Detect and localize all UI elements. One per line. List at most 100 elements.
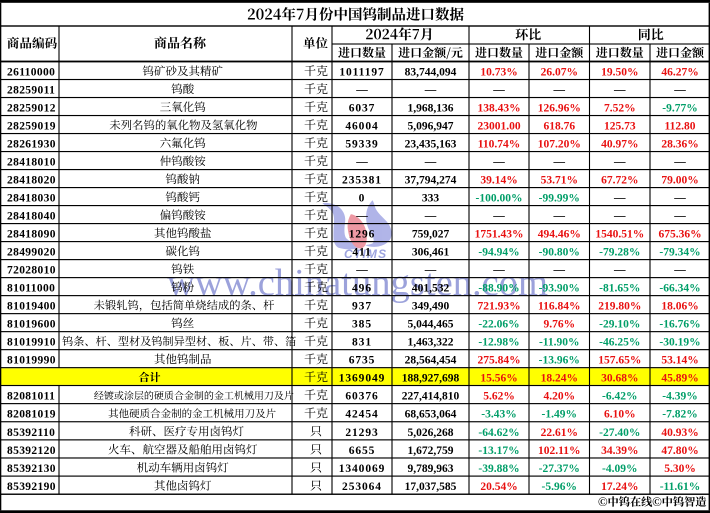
svg-text:—: — <box>355 265 368 277</box>
svg-text:72028010: 72028010 <box>7 265 56 277</box>
svg-text:401,532: 401,532 <box>412 283 450 295</box>
svg-text:28,564,454: 28,564,454 <box>405 355 457 367</box>
svg-text:5.62%: 5.62% <box>483 391 515 403</box>
svg-text:20.54%: 20.54% <box>480 481 517 493</box>
svg-text:28418020: 28418020 <box>7 175 56 187</box>
svg-text:-29.10%: -29.10% <box>599 319 640 331</box>
svg-text:-13.17%: -13.17% <box>478 445 519 457</box>
svg-text:—: — <box>673 193 686 205</box>
svg-text:81019990: 81019990 <box>7 355 56 367</box>
svg-text:40.97%: 40.97% <box>601 139 638 151</box>
svg-text:7.52%: 7.52% <box>604 103 636 115</box>
svg-text:1011197: 1011197 <box>339 67 384 79</box>
svg-text:—: — <box>553 211 566 223</box>
svg-text:47.80%: 47.80% <box>661 445 698 457</box>
svg-text:15.56%: 15.56% <box>480 373 517 385</box>
svg-text:59339: 59339 <box>345 139 378 151</box>
svg-text:85392190: 85392190 <box>7 481 56 493</box>
svg-text:219.80%: 219.80% <box>598 301 641 313</box>
svg-text:-4.39%: -4.39% <box>662 391 697 403</box>
svg-text:81019600: 81019600 <box>7 319 56 331</box>
svg-text:17.24%: 17.24% <box>601 481 638 493</box>
svg-text:1,463,322: 1,463,322 <box>408 337 454 349</box>
svg-text:-99.99%: -99.99% <box>539 193 580 205</box>
svg-text:82081019: 82081019 <box>7 409 56 421</box>
svg-text:1,968,136: 1,968,136 <box>408 103 454 115</box>
svg-text:-79.28%: -79.28% <box>599 247 640 259</box>
svg-text:102.11%: 102.11% <box>538 445 581 457</box>
svg-text:-90.80%: -90.80% <box>539 247 580 259</box>
svg-text:9,789,963: 9,789,963 <box>408 463 454 475</box>
svg-text:9.76%: 9.76% <box>543 319 575 331</box>
svg-text:—: — <box>613 265 626 277</box>
svg-text:6735: 6735 <box>349 355 376 367</box>
svg-text:—: — <box>553 85 566 97</box>
svg-text:6655: 6655 <box>349 445 376 457</box>
svg-text:-9.77%: -9.77% <box>662 103 697 115</box>
svg-text:333: 333 <box>422 193 440 205</box>
svg-text:45.89%: 45.89% <box>661 373 698 385</box>
svg-text:81011000: 81011000 <box>7 283 55 295</box>
svg-text:138.43%: 138.43% <box>477 103 520 115</box>
svg-text:1340069: 1340069 <box>339 463 386 475</box>
svg-text:—: — <box>613 193 626 205</box>
svg-text:5.30%: 5.30% <box>664 463 696 475</box>
svg-text:www.chinatungsten.com: www.chinatungsten.com <box>167 262 548 304</box>
svg-text:—: — <box>613 157 626 169</box>
svg-text:253064: 253064 <box>342 481 382 493</box>
svg-text:-27.40%: -27.40% <box>599 427 640 439</box>
svg-text:110.74%: 110.74% <box>478 139 521 151</box>
svg-text:42454: 42454 <box>345 409 378 421</box>
svg-text:21293: 21293 <box>345 427 378 439</box>
svg-text:125.73: 125.73 <box>604 121 636 133</box>
svg-text:—: — <box>492 85 505 97</box>
svg-text:—: — <box>553 157 566 169</box>
svg-text:28261930: 28261930 <box>7 139 56 151</box>
svg-text:-12.98%: -12.98% <box>478 337 519 349</box>
svg-text:-94.94%: -94.94% <box>478 247 519 259</box>
svg-text:-13.96%: -13.96% <box>539 355 580 367</box>
svg-text:83,744,094: 83,744,094 <box>405 67 457 79</box>
svg-text:—: — <box>673 157 686 169</box>
svg-text:385: 385 <box>352 319 372 331</box>
svg-text:-27.37%: -27.37% <box>539 463 580 475</box>
svg-text:-11.61%: -11.61% <box>660 481 701 493</box>
svg-text:CTIMS: CTIMS <box>344 247 387 261</box>
svg-text:-93.90%: -93.90% <box>539 283 580 295</box>
svg-text:26.07%: 26.07% <box>541 67 578 79</box>
svg-text:—: — <box>424 85 437 97</box>
svg-text:349,490: 349,490 <box>412 301 450 313</box>
svg-text:28259012: 28259012 <box>7 103 56 115</box>
svg-text:—: — <box>355 85 368 97</box>
svg-text:831: 831 <box>352 337 372 349</box>
svg-text:6.10%: 6.10% <box>604 409 636 421</box>
svg-text:28418040: 28418040 <box>7 211 56 223</box>
svg-text:-16.76%: -16.76% <box>659 319 700 331</box>
svg-text:-5.96%: -5.96% <box>542 481 577 493</box>
svg-text:5,044,465: 5,044,465 <box>408 319 454 331</box>
svg-text:—: — <box>492 211 505 223</box>
svg-text:—: — <box>355 157 368 169</box>
svg-text:—: — <box>673 211 686 223</box>
svg-text:1296: 1296 <box>349 229 376 241</box>
svg-text:235381: 235381 <box>342 175 382 187</box>
svg-text:-7.82%: -7.82% <box>662 409 697 421</box>
svg-text:85392110: 85392110 <box>7 427 55 439</box>
svg-text:—: — <box>673 265 686 277</box>
svg-text:157.65%: 157.65% <box>598 355 641 367</box>
svg-text:-46.25%: -46.25% <box>599 337 640 349</box>
svg-text:68,653,064: 68,653,064 <box>405 409 457 421</box>
svg-text:60376: 60376 <box>345 391 378 403</box>
svg-text:1,672,759: 1,672,759 <box>408 445 454 457</box>
svg-text:28499020: 28499020 <box>7 247 56 259</box>
svg-text:-4.09%: -4.09% <box>602 463 637 475</box>
svg-text:675.36%: 675.36% <box>658 229 701 241</box>
svg-text:-100.00%: -100.00% <box>476 193 523 205</box>
svg-text:23,435,163: 23,435,163 <box>405 139 457 151</box>
svg-text:28.36%: 28.36% <box>661 139 698 151</box>
svg-text:37,794,274: 37,794,274 <box>405 175 457 187</box>
svg-text:188,927,698: 188,927,698 <box>402 373 460 385</box>
svg-text:82081011: 82081011 <box>7 391 55 403</box>
svg-text:85392130: 85392130 <box>7 463 56 475</box>
svg-text:—: — <box>492 265 505 277</box>
